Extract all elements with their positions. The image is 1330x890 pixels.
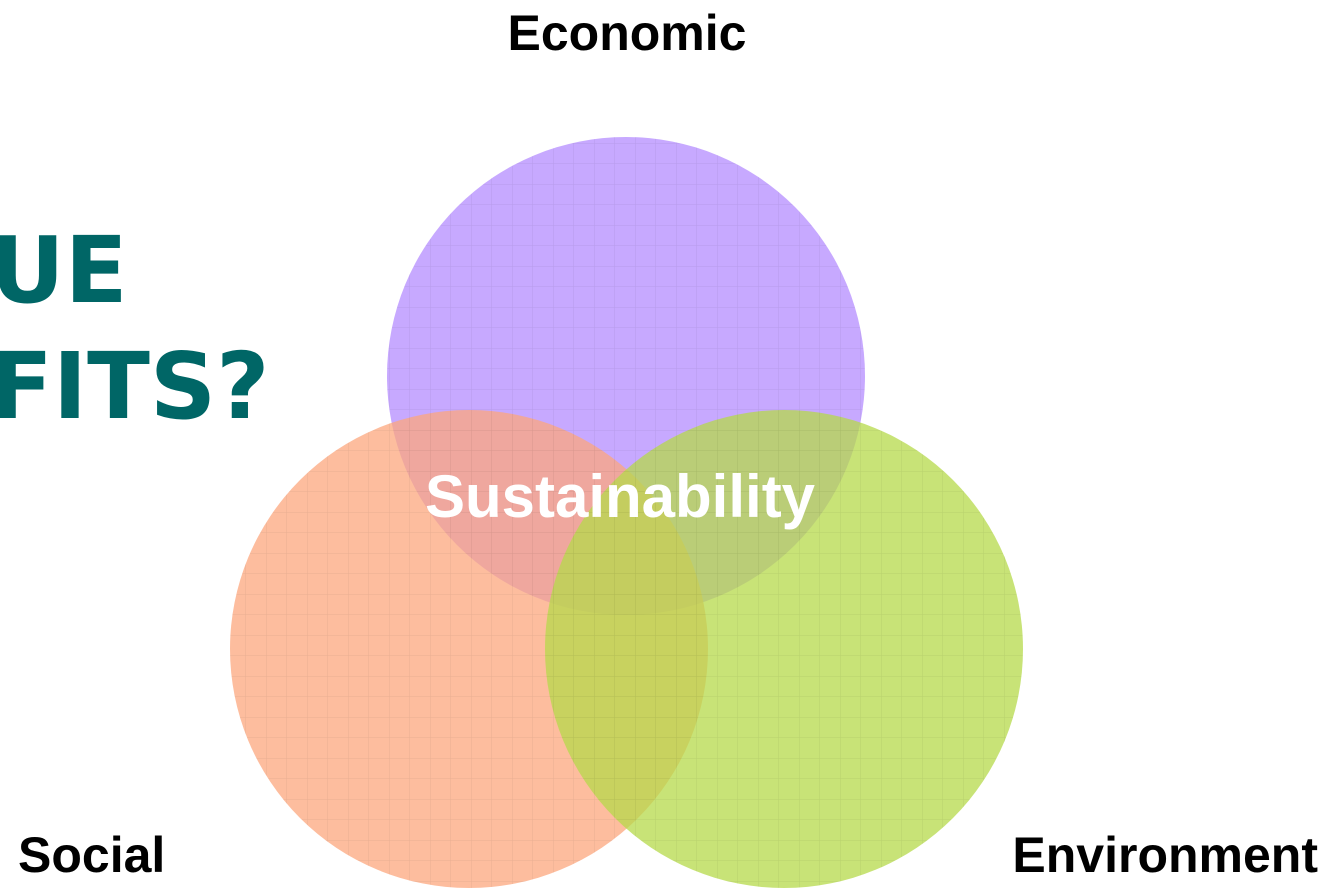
circle-label: Environment [1012, 827, 1318, 883]
circle-label: Social [18, 827, 165, 883]
circles [230, 137, 1023, 888]
title-fragment: UE [0, 217, 128, 324]
center-label: Sustainability [425, 463, 816, 530]
circle-label: Economic [508, 5, 747, 61]
circle-texture [545, 410, 1023, 888]
title-fragment: FITS? [0, 333, 269, 440]
